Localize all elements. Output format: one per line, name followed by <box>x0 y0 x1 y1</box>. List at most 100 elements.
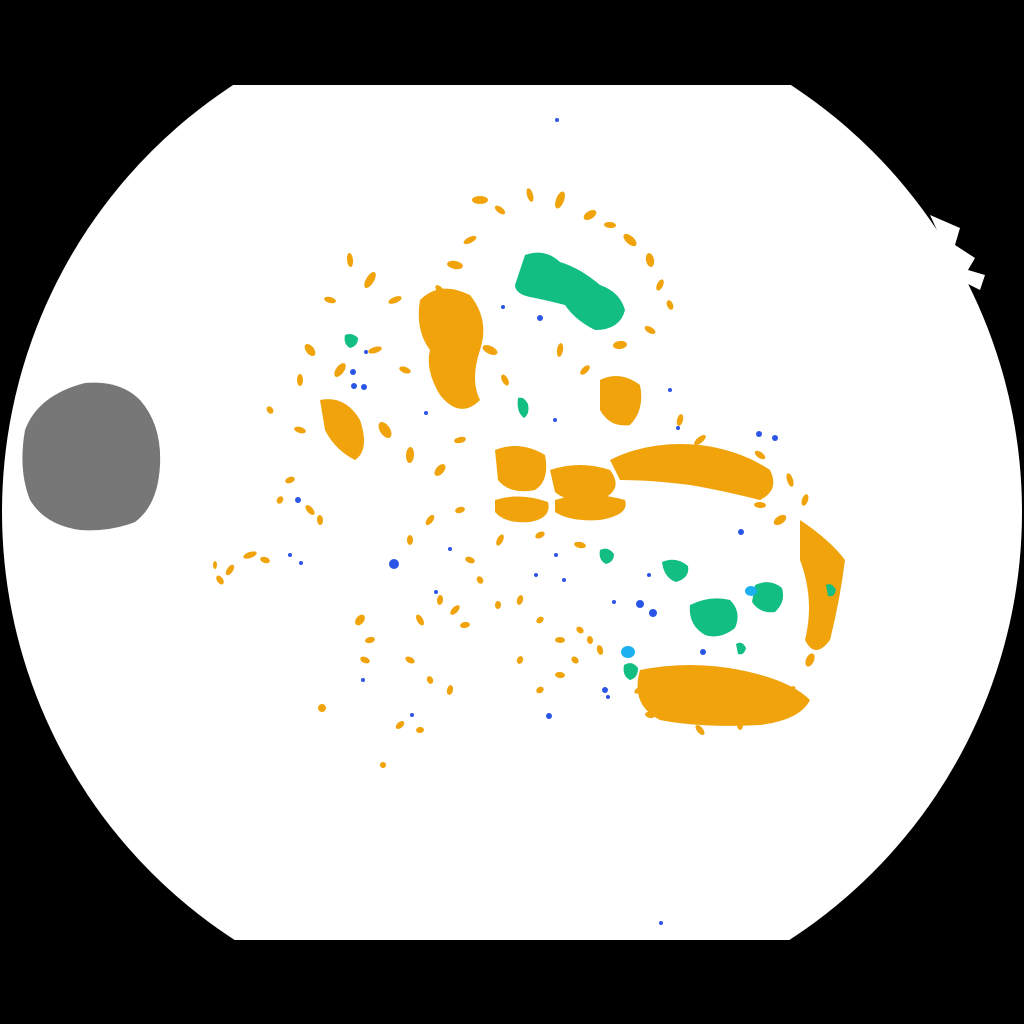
hard-exudate-speck <box>294 426 306 434</box>
microaneurysms-layer <box>288 118 778 925</box>
microaneurysm-dot <box>410 713 414 717</box>
hard-exudate-band-lower <box>637 665 810 726</box>
hard-exudate-speck <box>536 686 544 694</box>
microaneurysm-dot <box>361 678 365 682</box>
hard-exudate-speck <box>395 721 405 729</box>
hard-exudate-speck <box>465 556 475 564</box>
hard-exudate-speck <box>613 340 627 350</box>
hard-exudate-speck <box>460 621 470 629</box>
hard-exudate-speck <box>501 374 509 386</box>
hard-exudate-speck <box>656 279 664 291</box>
hard-exudate-speck <box>644 326 656 334</box>
hard-exudate-speck <box>425 514 435 526</box>
hard-exudate-speck <box>623 233 637 247</box>
hard-exudate-speck <box>666 300 674 310</box>
hard-exudate-speck <box>266 406 274 414</box>
hard-exudate-speck <box>225 564 235 576</box>
hard-exudate-speck <box>436 595 444 605</box>
hemorrhage-right-3 <box>662 559 689 582</box>
hard-exudate-cluster-upper <box>418 288 484 409</box>
hard-exudate-speck <box>324 296 336 304</box>
microaneurysm-dot <box>554 553 558 557</box>
microaneurysm-dot <box>555 118 559 122</box>
microaneurysm-dot <box>602 687 608 693</box>
hard-exudate-upper-right <box>600 376 642 426</box>
hard-exudate-speck <box>596 645 604 655</box>
hard-exudate-speck <box>773 514 787 526</box>
hemorrhages-layer <box>344 252 836 680</box>
hard-exudate-speck <box>753 696 767 704</box>
microaneurysm-dot <box>738 529 744 535</box>
microaneurysm-dot <box>756 431 762 437</box>
microaneurysm-dot <box>299 561 303 565</box>
hard-exudate-mid-band <box>550 465 616 502</box>
hard-exudate-speck <box>556 343 564 357</box>
microaneurysm-dot <box>546 713 552 719</box>
hard-exudate-speck <box>285 476 295 484</box>
hard-exudate-speck <box>482 345 498 355</box>
hard-exudate-speck <box>555 671 565 679</box>
microaneurysm-dot <box>434 590 438 594</box>
hard-exudate-speck <box>355 614 365 626</box>
hard-exudate-speck <box>496 534 504 546</box>
hard-exudate-cluster-center-lower <box>495 496 549 523</box>
hard-exudate-cluster-center <box>495 446 547 492</box>
hard-exudate-speck <box>535 531 545 539</box>
soft-exudates-layer <box>621 586 757 658</box>
hard-exudate-speck <box>364 272 376 288</box>
hard-exudate-speck <box>645 253 655 267</box>
microaneurysm-dot <box>676 426 680 430</box>
microaneurysm-dot <box>361 384 367 390</box>
hard-exudate-speck <box>586 636 594 644</box>
hemorrhage-right-2 <box>752 582 784 613</box>
hard-exudate-speck <box>216 575 224 585</box>
hard-exudate-speck <box>736 720 744 730</box>
hard-exudate-left-group <box>320 399 364 460</box>
hard-exudate-speck <box>407 535 413 545</box>
hard-exudate-speck <box>754 501 766 509</box>
microaneurysm-dot <box>562 578 566 582</box>
hard-exudate-speck <box>694 435 706 445</box>
hard-exudate-speck <box>426 676 434 684</box>
hard-exudates-layer <box>320 288 845 726</box>
hard-exudate-speck <box>536 616 544 624</box>
hemorrhage-small-lower <box>623 663 638 680</box>
microaneurysm-dot <box>351 383 357 389</box>
microaneurysm-dot <box>772 435 778 441</box>
microaneurysm-dot <box>448 547 452 551</box>
hard-exudate-speck <box>360 656 370 664</box>
hard-exudate-speck <box>405 656 415 664</box>
hard-exudate-speck <box>334 363 346 377</box>
hard-exudate-speck <box>368 346 382 354</box>
hard-exudate-speck <box>304 343 316 357</box>
hard-exudate-speck <box>576 626 584 634</box>
hard-exudate-speck <box>463 235 477 245</box>
microaneurysm-dot <box>364 350 368 354</box>
hard-exudate-speck <box>416 726 424 734</box>
hard-exudate-speck <box>676 414 684 426</box>
hard-exudate-speck <box>494 601 502 609</box>
hard-exudate-speck <box>814 614 826 626</box>
hard-exudate-speck <box>260 556 270 564</box>
fundus-edge-notch <box>930 215 985 290</box>
hemorrhage-right-1 <box>689 598 738 637</box>
microaneurysm-dot <box>659 921 663 925</box>
hard-exudate-speck <box>434 464 446 476</box>
hard-exudate-speck <box>826 594 834 606</box>
hard-exudate-speck <box>388 296 402 304</box>
hard-exudate-speck <box>455 506 465 514</box>
hemorrhage-small-left <box>344 334 358 348</box>
hard-exudate-speck <box>516 656 524 664</box>
hard-exudate-speck <box>399 366 411 374</box>
hard-exudate-speck <box>571 656 579 664</box>
optic-disc <box>22 382 161 531</box>
microaneurysm-dot <box>668 388 672 392</box>
hemorrhage-small-740 <box>736 642 746 655</box>
hard-exudate-speck <box>454 436 466 444</box>
hard-exudate-speck <box>365 636 375 644</box>
soft-exudate-1 <box>621 646 635 658</box>
microaneurysm-dot <box>700 649 706 655</box>
hard-exudate-speck <box>494 205 506 215</box>
hard-exudate-speck <box>446 685 454 695</box>
